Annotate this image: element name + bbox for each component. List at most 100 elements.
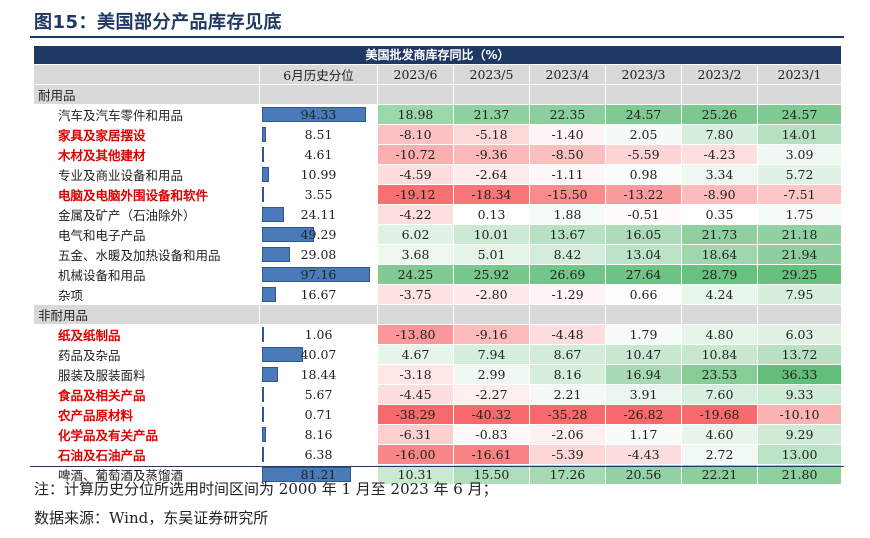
percentile-value: 4.61: [305, 147, 333, 162]
yoy-value: -1.40: [530, 124, 606, 144]
percentile-cell: 0.71: [260, 404, 378, 424]
yoy-value: -10.10: [758, 404, 842, 424]
yoy-value: 16.05: [606, 224, 682, 244]
yoy-value: 1.88: [530, 204, 606, 224]
yoy-value: 4.67: [378, 344, 454, 364]
percentile-value: 3.55: [305, 187, 333, 202]
yoy-value: 2.05: [606, 124, 682, 144]
yoy-value: 27.64: [606, 264, 682, 284]
yoy-value: 4.24: [682, 284, 758, 304]
yoy-value: -3.75: [378, 284, 454, 304]
percentile-value: 10.99: [301, 167, 337, 182]
percentile-cell: 97.16: [260, 264, 378, 284]
product-name: 五金、水暖及加热设备和用品: [34, 244, 260, 264]
percentile-bar: [262, 247, 290, 262]
yoy-value: 22.21: [682, 464, 758, 484]
yoy-value: 7.94: [454, 344, 530, 364]
product-name: 服装及服装面料: [34, 364, 260, 384]
percentile-value: 6.38: [305, 447, 333, 462]
product-name: 食品及相关产品: [34, 384, 260, 404]
group-filler: [260, 84, 378, 104]
percentile-value: 94.33: [301, 107, 337, 122]
yoy-value: -35.28: [530, 404, 606, 424]
yoy-value: -19.68: [682, 404, 758, 424]
yoy-value: 9.29: [758, 424, 842, 444]
percentile-value: 49.29: [301, 227, 337, 242]
header-month: 2023/4: [530, 64, 606, 84]
yoy-value: -7.51: [758, 184, 842, 204]
yoy-value: 0.35: [682, 204, 758, 224]
product-name: 纸及纸制品: [34, 324, 260, 344]
yoy-value: -10.72: [378, 144, 454, 164]
product-name: 专业及商业设备和用品: [34, 164, 260, 184]
percentile-bar: [262, 367, 278, 382]
product-name: 电脑及电脑外围设备和软件: [34, 184, 260, 204]
percentile-bar: [262, 187, 264, 202]
yoy-value: 25.92: [454, 264, 530, 284]
yoy-value: 24.25: [378, 264, 454, 284]
table-row: 五金、水暖及加热设备和用品 29.08 3.68 5.01 8.42 13.04 18.64…: [34, 244, 842, 264]
yoy-value: -3.18: [378, 364, 454, 384]
yoy-value: -19.12: [378, 184, 454, 204]
percentile-value: 29.08: [301, 247, 337, 262]
yoy-value: 25.26: [682, 104, 758, 124]
table-row: 农产品原材料 0.71 -38.29 -40.32 -35.28 -26.82 -19.68…: [34, 404, 842, 424]
table-row: 杂项 16.67 -3.75 -2.80 -1.29 0.66 4.24 7.95: [34, 284, 842, 304]
group-filler: [454, 84, 530, 104]
yoy-value: -8.50: [530, 144, 606, 164]
percentile-value: 5.67: [305, 387, 333, 402]
table-body: 耐用品 汽车及汽车零件和用品 94.33 18.98 21.37 22.35 24.57 25…: [34, 84, 842, 484]
percentile-cell: 24.11: [260, 204, 378, 224]
percentile-bar: [262, 287, 276, 302]
percentile-bar: [262, 447, 264, 462]
yoy-value: -9.16: [454, 324, 530, 344]
yoy-value: 10.01: [454, 224, 530, 244]
product-name: 化学品及有关产品: [34, 424, 260, 444]
yoy-value: 3.09: [758, 144, 842, 164]
yoy-value: 2.21: [530, 384, 606, 404]
yoy-value: 13.00: [758, 444, 842, 464]
table-row: 汽车及汽车零件和用品 94.33 18.98 21.37 22.35 24.57 25.26…: [34, 104, 842, 124]
inventory-table: 美国批发商库存同比（%） 6月历史分位 2023/6 2023/5 2023/4 202…: [33, 45, 842, 485]
yoy-value: -2.80: [454, 284, 530, 304]
yoy-value: 21.73: [682, 224, 758, 244]
percentile-cell: 8.16: [260, 424, 378, 444]
product-name: 杂项: [34, 284, 260, 304]
percentile-value: 40.07: [301, 347, 337, 362]
group-row: 非耐用品: [34, 304, 842, 324]
product-name: 木材及其他建材: [34, 144, 260, 164]
percentile-bar: [262, 207, 284, 222]
group-filler: [378, 84, 454, 104]
group-filler: [530, 84, 606, 104]
product-name: 机械设备和用品: [34, 264, 260, 284]
table-row: 专业及商业设备和用品 10.99 -4.59 -2.64 -1.11 0.98 3.34 5.…: [34, 164, 842, 184]
yoy-value: 24.57: [606, 104, 682, 124]
yoy-value: 7.80: [682, 124, 758, 144]
yoy-value: 4.80: [682, 324, 758, 344]
yoy-value: 36.33: [758, 364, 842, 384]
yoy-value: -8.90: [682, 184, 758, 204]
header-row: 6月历史分位 2023/6 2023/5 2023/4 2023/3 2023/2 2023…: [34, 64, 842, 84]
yoy-value: 13.72: [758, 344, 842, 364]
percentile-bar: [262, 327, 264, 342]
yoy-value: 8.42: [530, 244, 606, 264]
yoy-value: 0.13: [454, 204, 530, 224]
yoy-value: 1.75: [758, 204, 842, 224]
yoy-value: 1.79: [606, 324, 682, 344]
product-name: 汽车及汽车零件和用品: [34, 104, 260, 124]
header-month: 2023/1: [758, 64, 842, 84]
yoy-value: -13.80: [378, 324, 454, 344]
yoy-value: -2.06: [530, 424, 606, 444]
yoy-value: 3.34: [682, 164, 758, 184]
table-row: 石油及石油产品 6.38 -16.00 -16.61 -5.39 -4.43 2.72 13.…: [34, 444, 842, 464]
yoy-value: -8.10: [378, 124, 454, 144]
percentile-cell: 49.29: [260, 224, 378, 244]
group-filler: [758, 304, 842, 324]
yoy-value: 21.37: [454, 104, 530, 124]
figure-title: 图15：美国部分产品库存见底: [34, 8, 282, 34]
group-row: 耐用品: [34, 84, 842, 104]
yoy-value: -2.27: [454, 384, 530, 404]
yoy-value: 29.25: [758, 264, 842, 284]
group-filler: [606, 304, 682, 324]
percentile-bar: [262, 127, 266, 142]
